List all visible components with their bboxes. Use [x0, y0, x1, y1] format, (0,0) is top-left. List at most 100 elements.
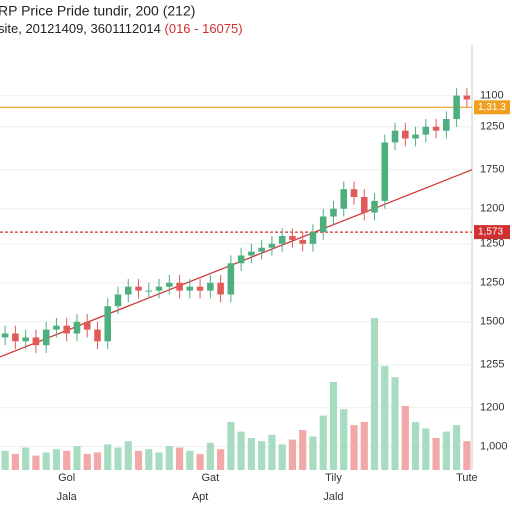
volume-bar — [42, 452, 50, 470]
volume-bar — [299, 430, 307, 470]
candle-body — [83, 321, 91, 330]
candle-body — [371, 200, 378, 213]
volume-bar — [422, 428, 430, 470]
candle-body — [258, 247, 265, 252]
candle-body — [176, 282, 183, 291]
candle-body — [145, 290, 153, 292]
candle-body — [73, 321, 81, 334]
candle-body — [340, 189, 348, 209]
volume-bar — [134, 450, 143, 470]
y-tick-label: 1750 — [480, 164, 504, 176]
y-tick-label: 1200 — [480, 203, 504, 215]
candle-body — [155, 286, 163, 291]
x-tick-label-2: Jala — [57, 491, 78, 503]
y-tick-label: 1,000 — [480, 441, 508, 453]
x-tick-label: Tily — [325, 472, 342, 484]
volume-bar — [411, 422, 420, 470]
x-tick-label-2: Apt — [192, 491, 209, 503]
volume-bar — [360, 422, 368, 470]
candle-body — [463, 95, 471, 100]
y-tick-label: 1500 — [480, 316, 504, 328]
subtitle: site, 20121409, 3601112014 — [0, 21, 161, 36]
candle-body — [1, 333, 9, 338]
volume-bar — [155, 452, 163, 470]
candle-body — [268, 243, 276, 248]
y-tick-label: 1250 — [480, 121, 504, 133]
volume-bar — [196, 454, 204, 470]
volume-bar — [319, 415, 327, 470]
volume-bar — [22, 447, 30, 470]
volume-bar — [309, 436, 317, 470]
volume-bar — [83, 454, 91, 470]
volume-bar — [258, 441, 266, 470]
volume-bar — [104, 444, 112, 470]
x-tick-label: Gol — [58, 472, 75, 484]
candle-body — [443, 119, 450, 131]
volume-bar — [340, 409, 348, 470]
volume-bar — [227, 422, 235, 470]
y-tick-label: 1250 — [480, 277, 504, 289]
level-tag — [474, 100, 510, 115]
subtitle-note: (016 - 16075) — [165, 21, 243, 36]
y-tick-label: 1100 — [480, 90, 504, 102]
volume-bar — [401, 406, 409, 470]
volume-bar — [175, 447, 184, 470]
volume-bar — [432, 438, 440, 470]
candle-body — [309, 232, 317, 244]
candle-body — [289, 236, 296, 240]
volume-bar — [206, 442, 214, 470]
volume-bar — [124, 441, 132, 470]
volume-bar — [32, 455, 40, 470]
volume-bar — [391, 377, 399, 470]
candle-body — [278, 236, 286, 244]
candle-body — [453, 95, 460, 119]
volume-bar — [186, 450, 194, 470]
candle-body — [248, 251, 255, 256]
volume-bar — [73, 446, 81, 470]
volume-bar — [442, 431, 450, 470]
candle-body — [135, 286, 142, 291]
volume-bar — [268, 434, 276, 470]
candle-body — [432, 126, 440, 131]
volume-bar — [145, 449, 153, 470]
volume-bar — [463, 441, 471, 470]
candle-body — [22, 337, 29, 342]
volume-bar — [93, 452, 102, 470]
candle-body — [196, 286, 204, 291]
candle-body — [186, 286, 194, 291]
candle-body — [422, 126, 430, 135]
y-tick-label: 1200 — [480, 402, 504, 414]
candle-body — [207, 282, 214, 291]
candle-body — [104, 306, 112, 342]
candle-body — [381, 142, 389, 201]
volume-bar — [52, 449, 61, 470]
volume-bar — [237, 431, 245, 470]
candle-body — [114, 294, 122, 307]
candle-body — [237, 255, 245, 264]
volume-bar — [217, 449, 225, 470]
y-tick-label: 1255 — [480, 359, 504, 371]
volume-bar — [453, 425, 461, 470]
candle-body — [217, 282, 224, 295]
chart-title: RP Price Pride tundir, 200 (212) — [0, 3, 195, 19]
x-tick-label: Tute — [456, 472, 478, 484]
candle-body — [360, 197, 368, 213]
candle-body — [391, 130, 399, 143]
level-label: 1,573 — [478, 227, 503, 238]
candle-body — [350, 189, 358, 197]
volume-bar — [165, 446, 173, 470]
volume-bar — [278, 444, 286, 470]
x-tick-label-2: Jald — [323, 491, 343, 503]
level-tag — [474, 225, 510, 240]
x-tick-label: Gat — [201, 472, 219, 484]
candle-body — [32, 337, 40, 346]
volume-bar — [114, 447, 122, 470]
trend-line — [0, 169, 473, 358]
candle-body — [124, 286, 132, 295]
candle-body — [53, 325, 60, 330]
candle-body — [166, 282, 173, 287]
level-label: 1,31.3 — [478, 102, 506, 113]
candle-body — [319, 216, 327, 233]
